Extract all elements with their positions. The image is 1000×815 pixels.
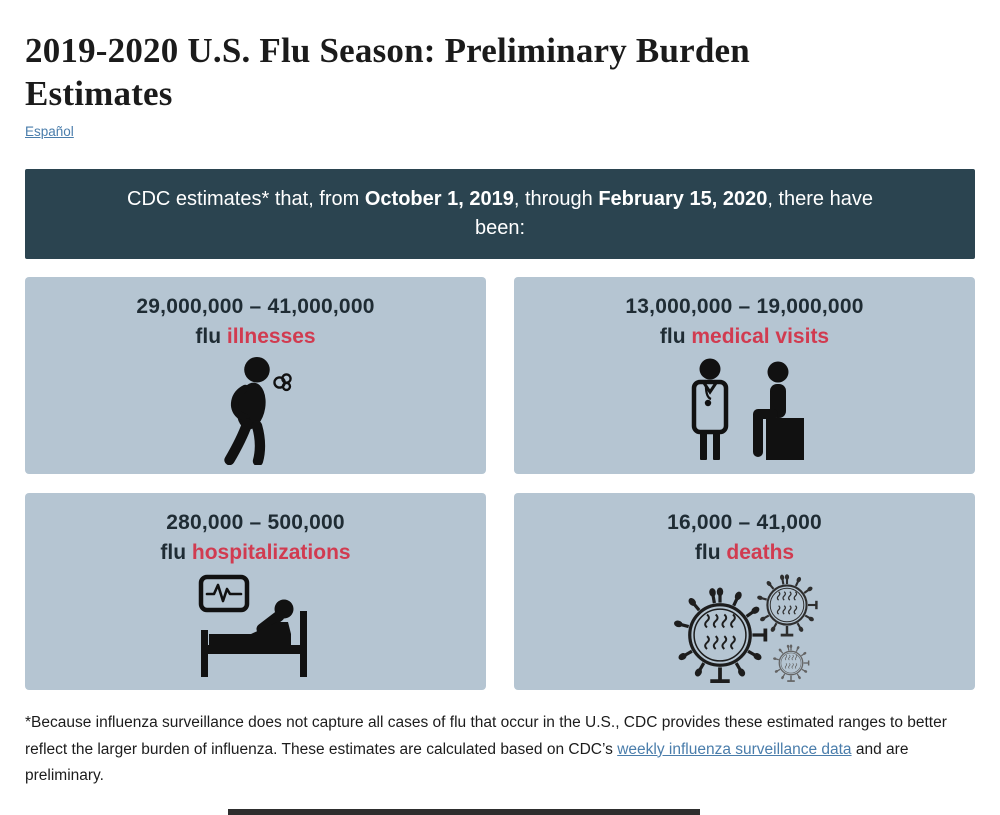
illnesses-range: 29,000,000 – 41,000,000 xyxy=(136,295,375,319)
hospitalizations-label: flu hospitalizations xyxy=(25,539,486,566)
coughing-person-icon xyxy=(25,354,486,466)
espanol-link[interactable]: Español xyxy=(25,124,74,140)
medical-visits-label: flu medical visits xyxy=(514,323,975,350)
illnesses-label-prefix: flu xyxy=(195,324,227,348)
deaths-label: flu deaths xyxy=(514,539,975,566)
stat-card-deaths: 16,000 – 41,000 flu deaths xyxy=(514,493,975,691)
stat-card-medical-visits: 13,000,000 – 19,000,000 flu medical visi… xyxy=(514,277,975,475)
banner-text-middle: , through xyxy=(513,188,599,211)
stat-card-illnesses: 29,000,000 – 41,000,000 flu illnesses xyxy=(25,277,486,475)
medical-visits-label-prefix: flu xyxy=(659,324,692,348)
banner-text-suffix: , there have been: xyxy=(474,188,873,240)
hospitalizations-label-prefix: flu xyxy=(160,540,192,564)
footnote-text-before: *Because influenza surveillance does not… xyxy=(25,714,947,758)
deaths-label-highlight: deaths xyxy=(726,540,795,564)
banner-text: CDC estimates* that, from October 1, 201… xyxy=(100,185,900,243)
hospitalizations-range: 280,000 – 500,000 xyxy=(166,511,345,535)
deaths-label-prefix: flu xyxy=(694,540,727,564)
medical-visits-label-highlight: medical visits xyxy=(691,324,830,348)
footnote: *Because influenza surveillance does not… xyxy=(25,710,975,789)
medical-visits-range: 13,000,000 – 19,000,000 xyxy=(625,295,864,319)
illnesses-label: flu illnesses xyxy=(25,323,486,350)
banner-text-prefix: CDC estimates* that, from xyxy=(127,188,365,211)
banner-date-end: February 15, 2020 xyxy=(598,188,768,211)
illnesses-label-highlight: illnesses xyxy=(226,324,316,348)
footer-edge xyxy=(228,809,700,815)
surveillance-data-link[interactable]: weekly influenza surveillance data xyxy=(617,740,852,758)
estimates-banner: CDC estimates* that, from October 1, 201… xyxy=(25,169,975,260)
stat-card-hospitalizations: 280,000 – 500,000 flu hospitalizations xyxy=(25,493,486,691)
hospital-bed-icon xyxy=(25,570,486,682)
flu-burden-page: 2019-2020 U.S. Flu Season: Preliminary B… xyxy=(0,30,1000,789)
deaths-range: 16,000 – 41,000 xyxy=(667,511,822,535)
flu-virus-icon xyxy=(514,570,975,682)
banner-date-start: October 1, 2019 xyxy=(364,188,514,211)
footnote-text-after: and are preliminary. xyxy=(25,740,909,785)
stats-grid: 29,000,000 – 41,000,000 flu illnesses xyxy=(25,277,975,691)
doctor-patient-icon xyxy=(514,354,975,466)
page-title: 2019-2020 U.S. Flu Season: Preliminary B… xyxy=(25,31,750,113)
hospitalizations-label-highlight: hospitalizations xyxy=(191,540,351,564)
